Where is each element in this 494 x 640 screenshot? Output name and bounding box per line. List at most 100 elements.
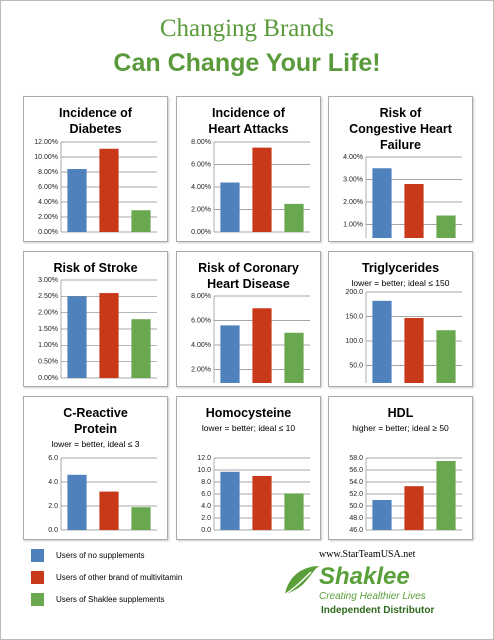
y-tick-label: 4.0: [48, 479, 58, 486]
footer-role: Independent Distributor: [321, 605, 435, 616]
y-tick-label: 8.0: [201, 479, 211, 486]
bar: [283, 332, 304, 383]
y-tick-label: 8.00%: [191, 139, 211, 146]
y-tick-label: 2.50%: [38, 293, 58, 300]
y-tick-label: 52.0: [349, 491, 363, 498]
chart: 0.00% 2.00% 4.00% 6.00% 8.00% 10.00% 12.00%: [34, 139, 157, 236]
chart-subtitle: higher = better; ideal ≥ 50: [352, 423, 449, 433]
chart-title: Risk of Stroke: [53, 261, 138, 275]
chart-title: C-Reactive Protein: [63, 406, 128, 436]
chart-panel: Triglycerides lower = better; ideal ≤ 150…: [328, 251, 473, 387]
chart-title: Incidence of Diabetes: [59, 106, 132, 136]
y-tick-label: 1.50%: [38, 326, 58, 333]
y-tick-label: 8.00%: [191, 293, 211, 300]
chart: 0.00% 0.50% 1.00% 1.50% 2.00% 2.50% 3.00%: [38, 277, 157, 382]
chart-subtitle: lower = better; ideal ≤ 150: [351, 278, 450, 288]
y-tick-label: 6.00%: [191, 317, 211, 324]
y-tick-label: 6.00%: [38, 184, 58, 191]
bar: [98, 148, 119, 232]
chart-subtitle: lower = better; ideal ≤ 10: [201, 423, 296, 433]
y-tick-label: 2.00%: [38, 214, 58, 221]
y-tick-label: 0.00%: [38, 229, 58, 236]
bar: [130, 507, 151, 530]
legend-swatch: [31, 549, 44, 562]
y-tick-label: 0.0: [201, 527, 211, 534]
legend-label: Users of no supplements: [56, 551, 145, 560]
y-tick-label: 46.0: [349, 527, 363, 534]
y-tick-label: 58.0: [349, 455, 363, 462]
legend-swatch: [31, 571, 44, 584]
y-tick-label: 2.00%: [191, 366, 211, 373]
chart-title: Homocysteine: [205, 406, 292, 420]
chart-panel: HDL higher = better; ideal ≥ 50 46.0 48.0 50…: [328, 396, 473, 540]
y-tick-label: 6.0: [48, 455, 58, 462]
y-tick-label: 150.0: [345, 313, 363, 320]
legend-item: Users of Shaklee supplements: [31, 593, 165, 606]
y-tick-label: 2.0: [201, 515, 211, 522]
chart: 0.00%2.00%4.00%6.00%8.00%: [191, 293, 310, 383]
bar: [130, 210, 151, 232]
y-tick-label: 2.0: [48, 503, 58, 510]
bar: [98, 491, 119, 530]
legend-item: Users of no supplements: [31, 549, 145, 562]
bar: [283, 493, 304, 530]
bar: [435, 330, 456, 383]
y-tick-label: 1.00%: [38, 342, 58, 349]
bar: [403, 317, 424, 383]
chart-title: Risk of Coronary Heart Disease: [198, 261, 299, 291]
bar: [130, 319, 151, 378]
legend-label: Users of Shaklee supplements: [56, 595, 165, 604]
bar: [251, 147, 272, 232]
bar: [219, 325, 240, 383]
legend-item: Users of other brand of multivitamin: [31, 571, 182, 584]
y-tick-label: 12.00%: [34, 139, 58, 146]
y-tick-label: 4.00%: [38, 199, 58, 206]
chart-subtitle: lower = better, ideal ≤ 3: [51, 439, 140, 449]
bar: [251, 308, 272, 383]
y-tick-label: 6.00%: [191, 161, 211, 168]
y-tick-label: 0.00%: [38, 375, 58, 382]
chart-panel: Risk of Stroke 0.00% 0.50% 1.00% 1.50% 2.00% 2…: [23, 251, 168, 387]
footer-brand: Shaklee: [319, 563, 410, 590]
bar: [403, 486, 424, 530]
y-tick-label: 1.00%: [343, 221, 363, 228]
chart-panel: Incidence of Diabetes 0.00% 2.00% 4.00% 6.00…: [23, 96, 168, 242]
footer-url: www.StarTeamUSA.net: [319, 549, 416, 560]
chart-panel: Homocysteine lower = better; ideal ≤ 10 0.…: [176, 396, 321, 540]
chart-panel: C-Reactive Protein lower = better, ideal …: [23, 396, 168, 540]
legend-label: Users of other brand of multivitamin: [56, 573, 183, 582]
bar: [435, 461, 456, 530]
y-tick-label: 0.0: [48, 527, 58, 534]
y-tick-label: 12.0: [197, 455, 211, 462]
bar: [435, 215, 456, 238]
header-title: Changing Brands: [159, 15, 335, 42]
y-tick-label: 4.00%: [191, 184, 211, 191]
chart-title: Risk of Congestive Heart Failure: [349, 106, 452, 152]
chart-title: Incidence of Heart Attacks: [208, 106, 289, 136]
bar: [98, 293, 119, 378]
y-tick-label: 3.00%: [343, 176, 363, 183]
y-tick-label: 0.00%: [191, 229, 211, 236]
chart: 0.0 2.0 4.0 6.0 8.0 10.0 12.0: [197, 455, 310, 534]
header-subtitle: Can Change Your Life!: [113, 49, 381, 77]
bar: [371, 300, 392, 383]
y-tick-label: 10.00%: [34, 154, 58, 161]
chart: 0.0 2.0 4.0 6.0: [48, 455, 157, 534]
chart-title: Triglycerides: [361, 261, 440, 275]
bar: [371, 500, 392, 530]
y-tick-label: 0.50%: [38, 359, 58, 366]
chart: 46.0 48.0 50.0 52.0 54.0 56.0 58.0: [349, 455, 462, 534]
y-tick-label: 200.0: [345, 289, 363, 296]
bar: [66, 169, 87, 232]
chart: 0.00% 2.00% 4.00% 6.00% 8.00%: [191, 139, 310, 236]
y-tick-label: 10.0: [197, 467, 211, 474]
legend-swatch: [31, 593, 44, 606]
y-tick-label: 2.00%: [191, 206, 211, 213]
chart-panel: Risk of Coronary Heart Disease0.00%2.00%…: [176, 251, 321, 387]
chart-panel: Incidence of Heart Attacks 0.00% 2.00% 4.00…: [176, 96, 321, 242]
y-tick-label: 100.0: [345, 338, 363, 345]
y-tick-label: 48.0: [349, 515, 363, 522]
leaf-logo: [282, 566, 319, 597]
bar: [66, 296, 87, 378]
